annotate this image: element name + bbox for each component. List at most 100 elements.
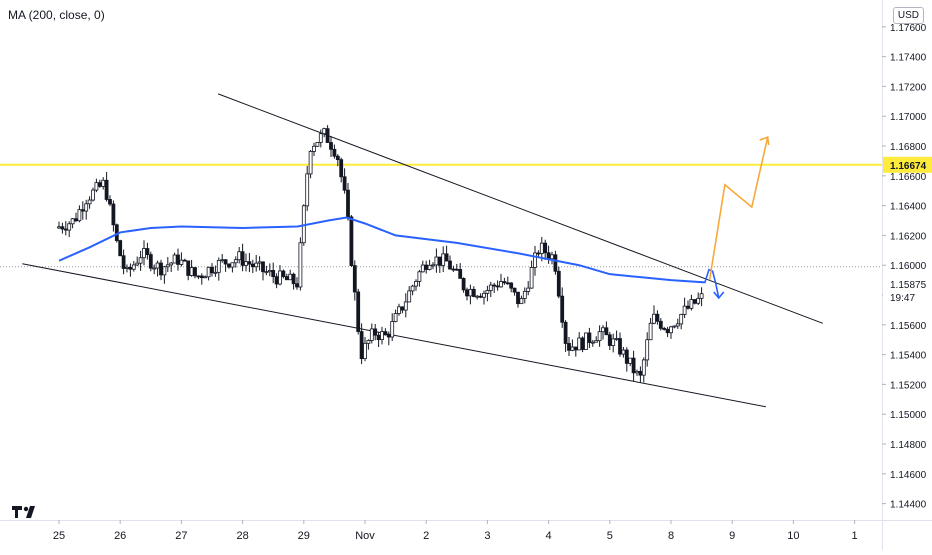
candle-body [679,313,684,325]
candle-body [400,306,405,311]
candle-body [206,266,211,278]
candle-body [441,253,446,266]
y-tick-label: 1.16000 [890,261,927,272]
candle-body [159,262,163,276]
candle-body [213,271,218,274]
candle-body [339,159,344,178]
candle-body [380,331,384,341]
candle-body [696,297,701,304]
candle-body [169,262,174,266]
candle-body [223,259,228,265]
candle-body [308,151,313,175]
y-tick-label: 1.16400 [890,202,927,213]
candle-body [322,128,327,135]
candle-body [349,216,354,266]
candle-body [618,338,622,355]
candle-body [176,254,180,265]
last-price-badge [883,275,932,305]
candle-body [77,209,82,222]
candle-body [250,263,255,268]
candle-body [414,280,418,287]
candle-body [689,299,694,309]
candle-body [318,133,323,143]
candle-body [179,259,184,265]
candle-body [67,223,72,231]
orange-projection-path [708,136,769,281]
candle-body [104,179,109,200]
candle-body [274,276,279,285]
candle-body [587,332,592,343]
candle-body [118,240,123,257]
candle-body [652,313,656,324]
y-tick-label: 1.17600 [890,23,927,34]
candle-body [529,267,534,289]
indicator-legend-label[interactable]: MA (200, close, 0) [8,8,105,22]
candle-body [97,182,102,187]
candle-body [692,299,697,304]
candle-body [526,287,531,292]
candle-body [352,265,357,293]
candle-body [369,328,374,341]
candle-body [325,128,330,143]
candle-body [621,349,626,355]
candle-body [165,264,170,268]
x-tick-label: 9 [729,530,735,542]
candle-body [434,256,439,266]
candle-body [407,290,412,303]
x-tick-label: 1 [852,530,858,542]
candle-body [492,284,497,287]
candle-body [516,291,520,305]
candle-body [295,283,299,288]
candle-body [485,290,490,294]
candle-body [182,259,187,262]
candle-body [125,266,129,269]
candle-body [186,260,191,276]
candle-body [128,266,133,270]
candle-body [366,340,371,344]
y-tick-label: 1.17400 [890,53,927,64]
candle-body [152,267,157,270]
candle-body [451,268,456,271]
candle-body [189,267,194,276]
candle-body [233,259,238,264]
x-tick-label: 29 [298,530,310,542]
candle-body [509,282,514,289]
candle-body [240,251,245,266]
candle-body [356,291,361,332]
y-tick-label: 1.14400 [890,500,927,511]
candle-body [193,267,197,277]
candle-body [101,179,106,187]
candles [57,125,704,383]
currency-badge[interactable]: USD [892,7,924,24]
candle-body [465,289,469,297]
x-tick-label: 3 [484,530,490,542]
blue-projection-path [703,268,720,299]
candle-body [573,346,578,351]
candle-body [410,285,415,292]
candle-body [519,298,524,305]
candle-body [563,321,568,344]
candle-body [342,176,347,191]
candle-body [444,253,449,262]
candle-body [597,331,602,342]
x-tick-label: 28 [236,530,248,542]
candle-body [499,281,503,288]
candle-body [199,275,204,279]
candle-body [315,142,320,147]
candle-body [536,252,541,255]
candle-body [305,173,310,207]
candle-body [291,273,296,285]
candle-body [230,262,235,268]
candle-body [553,254,558,272]
candle-body [546,252,551,260]
y-tick-label: 1.15600 [890,321,927,332]
candle-body [220,259,225,262]
candle-body [247,261,252,265]
candle-body [284,276,289,281]
candle-body [278,270,282,285]
candle-body [390,321,395,338]
candle-body [172,254,177,264]
candle-body [567,343,571,351]
